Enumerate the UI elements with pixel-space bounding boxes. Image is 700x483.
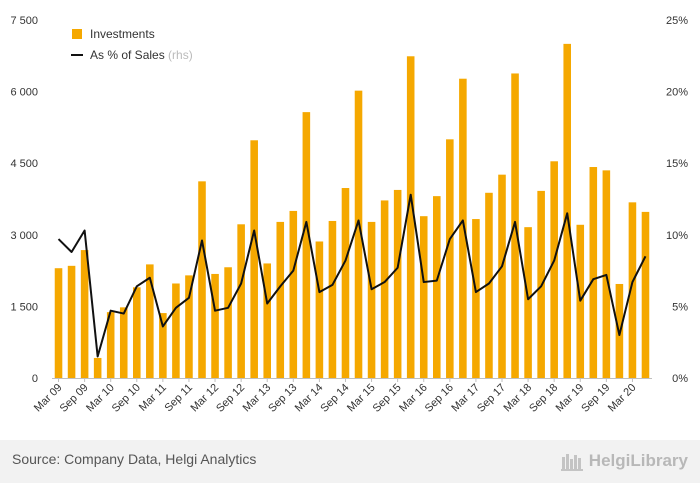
x-tick-label: Sep 17 xyxy=(475,382,508,415)
legend-label-investments: Investments xyxy=(90,27,155,41)
bar xyxy=(406,56,415,378)
bar xyxy=(485,192,493,378)
bar xyxy=(446,139,454,378)
x-tick-label: Sep 19 xyxy=(579,382,612,415)
footer: Source: Company Data, Helgi Analytics He… xyxy=(0,440,700,483)
brand-name: HelgiLibrary xyxy=(588,451,688,470)
x-tick-label: Sep 10 xyxy=(110,382,143,415)
bar xyxy=(354,90,363,379)
x-tick-label: Mar 11 xyxy=(137,382,169,414)
line-series-percent-of-sales xyxy=(57,193,647,358)
y-right-tick-label: 20% xyxy=(666,87,688,99)
bar xyxy=(563,43,571,379)
bar xyxy=(67,265,76,378)
y-right-tick-label: 0% xyxy=(672,373,688,385)
y-left-tick-label: 6 000 xyxy=(10,87,38,99)
bar xyxy=(54,268,63,378)
bar xyxy=(93,357,102,378)
bar xyxy=(146,264,154,378)
bar xyxy=(263,263,271,378)
y-left-tick-label: 4 500 xyxy=(10,158,38,170)
source-text: Source: Company Data, Helgi Analytics xyxy=(12,451,257,467)
bar xyxy=(185,275,193,378)
bar xyxy=(341,188,350,378)
bar xyxy=(367,221,376,378)
chart-svg: 0 1 500 3 000 4 500 6 000 7 500 0% 5% 10% 15% 20%… xyxy=(10,15,688,415)
bar xyxy=(119,307,128,378)
y-right-tick-label: 5% xyxy=(672,301,688,313)
bar xyxy=(211,273,219,378)
bar xyxy=(641,211,650,378)
bar xyxy=(328,220,337,378)
bar xyxy=(315,241,324,378)
y-left-tick-label: 1 500 xyxy=(10,301,38,313)
bar-series-investments xyxy=(54,43,650,379)
bar xyxy=(80,250,89,378)
x-tick-label: Sep 14 xyxy=(318,382,351,415)
y-axis-left: 0 1 500 3 000 4 500 6 000 7 500 xyxy=(10,15,38,385)
chart: 0 1 500 3 000 4 500 6 000 7 500 0% 5% 10% 15% 20%… xyxy=(10,15,688,415)
legend: Investments As % of Sales (rhs) xyxy=(71,27,193,62)
bar xyxy=(250,140,258,378)
bar xyxy=(106,312,115,378)
x-tick-label: Sep 09 xyxy=(58,382,91,415)
bar xyxy=(289,210,298,378)
brand-logo: HelgiLibrary xyxy=(560,448,688,474)
bar xyxy=(224,267,232,378)
legend-swatch-investments xyxy=(72,29,82,39)
x-tick-label: Sep 18 xyxy=(527,382,560,415)
y-axis-right: 0% 5% 10% 15% 20% 25% xyxy=(666,15,688,385)
bar xyxy=(628,202,637,378)
bar xyxy=(237,224,245,378)
bar xyxy=(459,78,467,379)
bar xyxy=(302,112,311,378)
x-tick-label: Sep 15 xyxy=(371,382,404,415)
y-left-tick-label: 7 500 xyxy=(10,15,38,27)
y-right-tick-label: 10% xyxy=(666,230,688,242)
x-tick-label: Sep 13 xyxy=(266,382,299,415)
x-tick-label: Sep 16 xyxy=(423,382,456,415)
bar xyxy=(589,167,598,378)
bar xyxy=(498,174,506,378)
bar xyxy=(198,181,206,378)
bar xyxy=(472,219,480,378)
bar xyxy=(393,189,402,378)
bar xyxy=(276,221,285,378)
legend-note-rhs: (rhs) xyxy=(168,48,193,62)
bar xyxy=(419,216,428,378)
bar xyxy=(380,200,389,378)
library-icon xyxy=(560,454,583,471)
bar xyxy=(172,283,180,378)
x-tick-label: Sep 12 xyxy=(214,382,247,415)
bar xyxy=(550,161,558,378)
y-left-tick-label: 3 000 xyxy=(10,230,38,242)
y-right-tick-label: 15% xyxy=(666,158,688,170)
x-tick-label: Sep 11 xyxy=(163,382,196,415)
series-line xyxy=(57,193,647,358)
bar xyxy=(133,287,141,378)
bar xyxy=(433,196,441,378)
legend-label-percent-of-sales-name: As % of Sales xyxy=(90,48,165,62)
bar xyxy=(524,227,532,378)
y-left-tick-label: 0 xyxy=(32,373,38,385)
bar xyxy=(159,313,167,378)
x-tick-label: Mar 20 xyxy=(606,382,639,415)
y-right-tick-label: 25% xyxy=(666,15,688,27)
legend-label-percent-of-sales: As % of Sales (rhs) xyxy=(90,48,193,62)
